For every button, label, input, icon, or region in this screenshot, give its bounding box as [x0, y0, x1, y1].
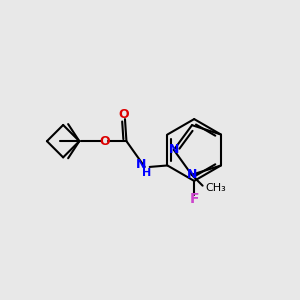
- Text: F: F: [189, 192, 199, 206]
- Text: N: N: [187, 168, 197, 181]
- Text: H: H: [142, 168, 151, 178]
- Text: CH₃: CH₃: [205, 183, 226, 193]
- Text: O: O: [99, 135, 110, 148]
- Text: N: N: [136, 158, 146, 171]
- Text: N: N: [169, 143, 179, 156]
- Text: O: O: [118, 108, 129, 121]
